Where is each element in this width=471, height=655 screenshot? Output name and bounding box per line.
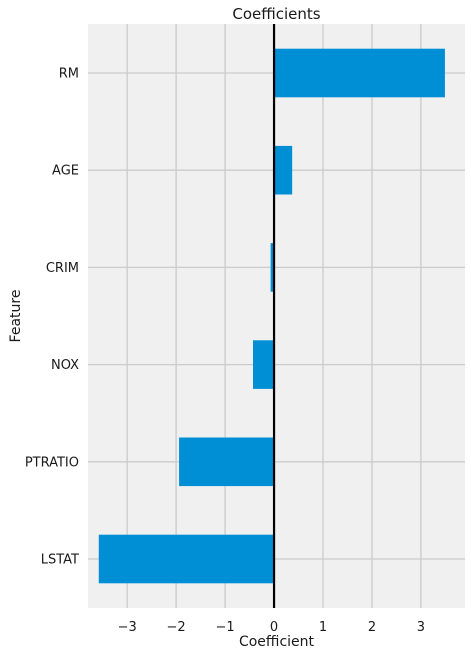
x-tick-label: −3	[118, 620, 137, 635]
bar-crim	[270, 243, 275, 292]
x-tick-label: 3	[417, 620, 425, 635]
y-tick-label-rm: RM	[59, 67, 79, 82]
x-tick-label: −1	[216, 620, 235, 635]
x-tick-label: 1	[319, 620, 327, 635]
x-tick-label: 0	[270, 620, 278, 635]
y-axis-label: Feature	[8, 290, 24, 343]
x-tick-label: 2	[368, 620, 376, 635]
chart-title: Coefficients	[232, 5, 320, 23]
plot-area	[88, 24, 465, 608]
bar-rm	[274, 48, 445, 98]
x-tick-labels: −3 −2 −1 0 1 2 3	[118, 620, 425, 635]
x-axis-label: Coefficient	[239, 634, 315, 650]
bar-age	[274, 145, 293, 195]
y-tick-labels: LSTAT PTRATIO NOX CRIM AGE RM	[25, 67, 79, 568]
y-tick-label-crim: CRIM	[46, 261, 79, 276]
bar-lstat	[98, 534, 275, 584]
y-tick-label-age: AGE	[52, 164, 79, 179]
y-tick-label-nox: NOX	[51, 358, 79, 373]
y-tick-label-lstat: LSTAT	[41, 553, 79, 568]
x-tick-label: −2	[167, 620, 186, 635]
bar-nox	[252, 340, 275, 389]
bar-ptratio	[179, 437, 275, 487]
y-tick-label-ptratio: PTRATIO	[25, 455, 79, 470]
bars	[98, 48, 445, 584]
